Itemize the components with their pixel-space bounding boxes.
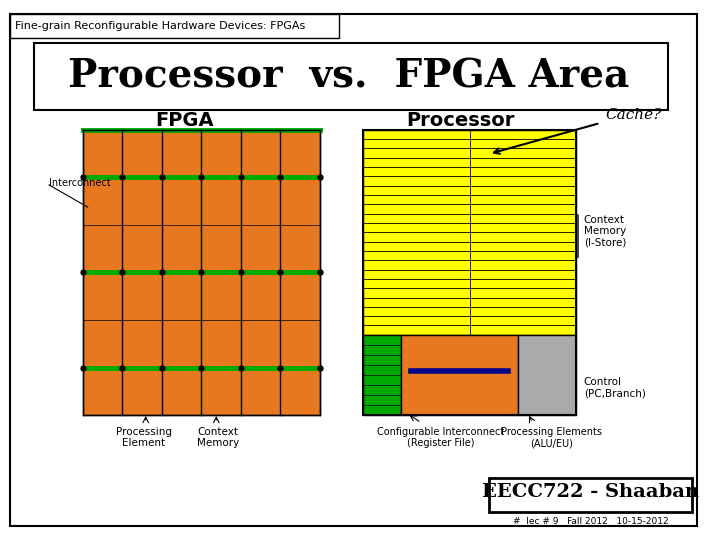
FancyBboxPatch shape xyxy=(489,478,692,512)
FancyBboxPatch shape xyxy=(35,43,668,110)
FancyBboxPatch shape xyxy=(10,14,339,38)
Text: Processor  vs.  FPGA Area: Processor vs. FPGA Area xyxy=(68,58,629,96)
Text: Interconnect: Interconnect xyxy=(49,178,111,188)
Text: Processing Elements
(ALU/EU): Processing Elements (ALU/EU) xyxy=(501,427,603,448)
Text: #  lec # 9   Fall 2012   10-15-2012: # lec # 9 Fall 2012 10-15-2012 xyxy=(513,517,668,526)
Text: Processor: Processor xyxy=(406,111,514,130)
Bar xyxy=(364,130,576,335)
Text: EECC722 - Shaaban: EECC722 - Shaaban xyxy=(482,483,699,502)
Text: Cache?: Cache? xyxy=(605,108,662,122)
Text: Processing
Element: Processing Element xyxy=(116,427,172,448)
FancyBboxPatch shape xyxy=(10,14,697,526)
Bar xyxy=(518,335,576,415)
Text: Fine-grain Reconfigurable Hardware Devices: FPGAs: Fine-grain Reconfigurable Hardware Devic… xyxy=(15,21,305,31)
Bar xyxy=(83,130,320,415)
Text: Configurable Interconnect
(Register File): Configurable Interconnect (Register File… xyxy=(377,427,504,448)
Text: Context
Memory: Context Memory xyxy=(197,427,239,448)
Text: Control
(PC,Branch): Control (PC,Branch) xyxy=(584,377,646,399)
Bar xyxy=(364,335,401,415)
Bar xyxy=(401,335,518,415)
Bar xyxy=(364,130,576,415)
Text: FPGA: FPGA xyxy=(155,111,214,130)
Text: Context
Memory
(I-Store): Context Memory (I-Store) xyxy=(584,215,626,248)
